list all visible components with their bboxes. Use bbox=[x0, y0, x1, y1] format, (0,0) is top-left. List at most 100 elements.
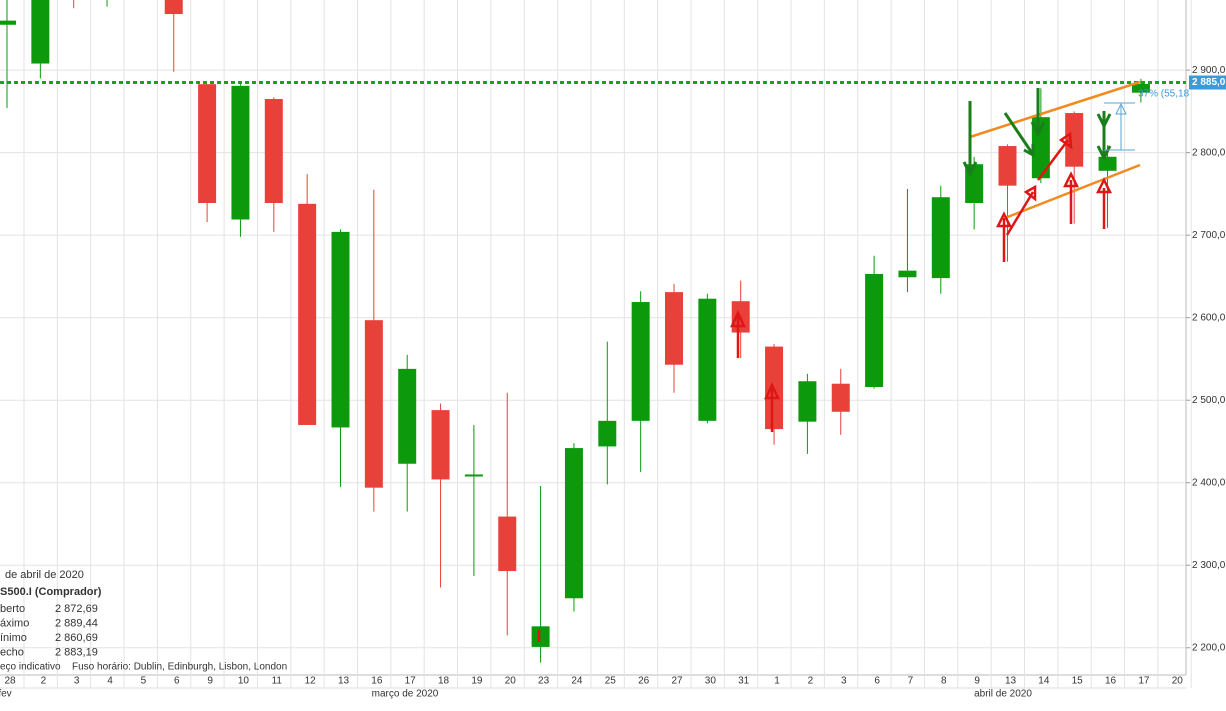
x-tick-label: 7 bbox=[908, 676, 914, 687]
x-tick-label: 16 bbox=[371, 676, 383, 687]
candle-body bbox=[1131, 84, 1150, 93]
x-tick-label: 27 bbox=[671, 676, 683, 687]
x-tick-label: 26 bbox=[638, 676, 650, 687]
candle-body bbox=[998, 146, 1017, 186]
candle-body bbox=[298, 203, 317, 425]
y-tick-label: 2 400,0 bbox=[1192, 477, 1226, 488]
y-tick-label: 2 700,0 bbox=[1192, 230, 1226, 241]
month-label: abril de 2020 bbox=[974, 689, 1032, 700]
info-label: ínimo bbox=[0, 632, 27, 644]
candle-body bbox=[164, 0, 183, 15]
price-tag bbox=[1189, 75, 1226, 90]
measure-label: 37% (55,18 bbox=[1138, 89, 1190, 100]
x-tick-label: 1 bbox=[774, 676, 780, 687]
measure-tool bbox=[1104, 102, 1135, 151]
x-tick-label: 17 bbox=[405, 676, 417, 687]
info-value: 2 860,69 bbox=[55, 632, 98, 644]
candle-body bbox=[564, 448, 583, 599]
info-label: echo bbox=[0, 646, 24, 658]
candle-body bbox=[1098, 156, 1117, 171]
x-tick-label: 11 bbox=[272, 676, 283, 687]
x-tick-label: 4 bbox=[107, 676, 113, 687]
month-label: março de 2020 bbox=[372, 689, 439, 700]
info-label: áximo bbox=[0, 617, 29, 629]
y-tick-label: 2 200,0 bbox=[1192, 642, 1226, 653]
x-tick-label: 9 bbox=[974, 676, 980, 687]
x-tick-label: 31 bbox=[738, 676, 750, 687]
candle-body bbox=[698, 298, 717, 421]
y-tick-label: 2 500,0 bbox=[1192, 395, 1226, 406]
x-tick-label: 2 bbox=[808, 676, 814, 687]
candle-body bbox=[198, 84, 217, 203]
candle-body bbox=[331, 231, 350, 428]
x-tick-label: 24 bbox=[571, 676, 583, 687]
candle-body bbox=[631, 302, 650, 421]
x-tick-label: 3 bbox=[74, 676, 80, 687]
x-tick-label: 17 bbox=[1138, 676, 1150, 687]
y-tick-label: 2 800,0 bbox=[1192, 147, 1226, 158]
month-label: fev bbox=[0, 689, 12, 700]
channel-line bbox=[1004, 163, 1141, 220]
x-tick-label: 13 bbox=[1005, 676, 1017, 687]
y-tick-label: 2 900,0 bbox=[1192, 65, 1226, 76]
x-tick-label: 3 bbox=[841, 676, 847, 687]
down-arrows bbox=[962, 88, 1112, 178]
candle-body bbox=[798, 381, 817, 422]
x-tick-label: 6 bbox=[174, 676, 180, 687]
candle-body bbox=[931, 197, 950, 279]
info-value: 2 889,44 bbox=[55, 617, 98, 629]
candle-body bbox=[1065, 113, 1084, 167]
candle-body bbox=[598, 420, 617, 447]
x-tick-label: 23 bbox=[538, 676, 550, 687]
y-tick-label: 2 300,0 bbox=[1192, 560, 1226, 571]
x-tick-label: 15 bbox=[1072, 676, 1084, 687]
candle-body bbox=[898, 270, 917, 278]
candle-body bbox=[364, 320, 383, 488]
x-tick-label: 5 bbox=[141, 676, 147, 687]
x-tick-label: 30 bbox=[705, 676, 717, 687]
annotations bbox=[537, 80, 1141, 642]
x-tick-label: 20 bbox=[1172, 676, 1184, 687]
info-instrument: S500.I (Comprador) bbox=[0, 586, 102, 598]
x-tick-label: 16 bbox=[1105, 676, 1117, 687]
candle-body bbox=[665, 292, 683, 365]
channel-line bbox=[969, 80, 1141, 139]
candle-body bbox=[831, 383, 850, 412]
candle-body bbox=[498, 516, 517, 572]
info-date: de abril de 2020 bbox=[5, 569, 84, 581]
candle-body bbox=[865, 273, 884, 388]
price-tag-label: 2 885,0 bbox=[1192, 77, 1226, 88]
x-axis-band bbox=[0, 675, 1226, 711]
x-tick-label: 10 bbox=[238, 676, 250, 687]
candle-body bbox=[31, 0, 50, 64]
x-tick-label: 6 bbox=[874, 676, 880, 687]
candle-body bbox=[431, 410, 450, 480]
info-panel: de abril de 2020 S500.I (Comprador) berto 2… bbox=[0, 569, 287, 673]
candle-body bbox=[531, 626, 550, 647]
y-tick-label: 2 600,0 bbox=[1192, 312, 1226, 323]
candle-body bbox=[464, 474, 483, 477]
info-value: 2 883,19 bbox=[55, 646, 98, 658]
x-tick-label: 2 bbox=[41, 676, 47, 687]
x-tick-label: 18 bbox=[438, 676, 450, 687]
info-timezone: Fuso horário: Dublin, Edinburgh, Lisbon,… bbox=[72, 662, 287, 673]
candle-body bbox=[231, 85, 250, 220]
up-arrows bbox=[537, 131, 1113, 642]
x-tick-label: 9 bbox=[207, 676, 213, 687]
info-value: 2 872,69 bbox=[55, 603, 98, 615]
info-label: berto bbox=[0, 603, 25, 615]
x-tick-label: 13 bbox=[338, 676, 350, 687]
x-tick-label: 12 bbox=[305, 676, 317, 687]
info-footer: eço indicativo bbox=[0, 662, 61, 673]
x-tick-label: 28 bbox=[4, 676, 16, 687]
x-tick-label: 19 bbox=[471, 676, 483, 687]
candle-body bbox=[264, 99, 283, 203]
x-tick-label: 14 bbox=[1038, 676, 1050, 687]
x-tick-label: 25 bbox=[605, 676, 617, 687]
x-tick-label: 8 bbox=[941, 676, 947, 687]
candle-body bbox=[0, 20, 16, 25]
candle-body bbox=[398, 368, 417, 464]
